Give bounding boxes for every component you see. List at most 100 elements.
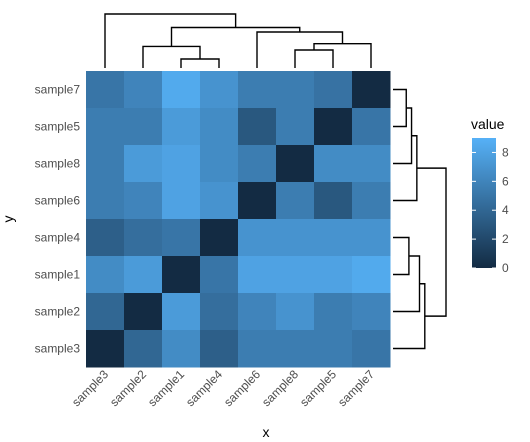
heatmap-cell [276,145,315,183]
heatmap-cell [162,219,201,257]
heatmap-cell [314,219,353,257]
heatmap-cell [200,330,239,368]
heatmap-cell [162,293,201,331]
column-dendrogram-link [294,49,334,68]
heatmap-cell [314,145,353,183]
x-axis-title: x [263,424,270,440]
y-axis-title: y [0,216,16,223]
y-tick-label: sample4 [35,231,81,245]
row-dendrogram-link [393,255,421,313]
heatmap-cell [124,256,163,294]
heatmap-cell [352,108,391,146]
heatmap-cell [200,108,239,146]
heatmap-cell [86,330,125,368]
heatmap-cell [352,145,391,183]
x-tick-label: sample7 [335,367,377,409]
column-dendrogram-link [170,26,301,47]
row-dendrogram-link [393,236,410,276]
row-dendrogram-link [393,135,418,202]
heatmap-cell [314,108,353,146]
y-tick-label: sample6 [35,194,81,208]
legend-title: value [471,116,505,132]
heatmap-cell [162,71,201,109]
heatmap-cell [238,71,277,109]
heatmap-cell [200,182,239,220]
heatmap-cell [238,145,277,183]
heatmap-cell [276,108,315,146]
heatmap-cell [86,182,125,220]
heatmap-cell [276,71,315,109]
row-dendrogram [393,88,447,350]
y-tick-label: sample1 [35,268,81,282]
x-tick-label: sample4 [183,367,225,409]
heatmap-cell [276,293,315,331]
x-tick-label: sample8 [259,367,301,409]
heatmap-cell [162,108,201,146]
heatmap-cell [124,71,163,109]
heatmap-cell [124,182,163,220]
heatmap-cell [238,293,277,331]
heatmap-cells [86,71,391,368]
row-dendrogram-link [393,88,407,128]
heatmap-cell [238,256,277,294]
heatmap-cell [86,71,125,109]
column-dendrogram [104,13,372,68]
legend-tick-label: 4 [502,203,509,217]
heatmap-cell [276,256,315,294]
x-tick-label: sample1 [145,367,187,409]
heatmap-cell [86,256,125,294]
column-dendrogram-link [142,45,201,68]
heatmap-cell [352,293,391,331]
heatmap-cell [200,145,239,183]
legend-tick-label: 6 [502,174,509,188]
heatmap-cell [200,293,239,331]
heatmap-cell [86,293,125,331]
heatmap-cell [276,182,315,220]
heatmap-cell [238,330,277,368]
heatmap-cell [124,108,163,146]
heatmap-cell [124,293,163,331]
heatmap-cell [200,256,239,294]
heatmap-cell [162,330,201,368]
heatmap-cell [86,145,125,183]
y-tick-label: sample7 [35,83,81,97]
y-tick-label: sample5 [35,120,81,134]
row-dendrogram-link [416,167,447,317]
heatmap-cell [238,219,277,257]
y-tick-label: sample2 [35,305,81,319]
heatmap-cell [352,256,391,294]
heatmap-cell [124,145,163,183]
legend-tick-label: 2 [502,232,509,246]
x-tick-label: sample5 [297,367,339,409]
heatmap-cell [276,219,315,257]
heatmap-cell [314,330,353,368]
heatmap-cell [86,108,125,146]
heatmap-cell [276,330,315,368]
heatmap-cell [162,145,201,183]
heatmap-cell [162,256,201,294]
legend-tick-label: 0 [502,261,509,275]
column-dendrogram-link [104,13,237,68]
heatmap-cell [162,182,201,220]
heatmap-cell [238,182,277,220]
heatmap-cell [352,219,391,257]
legend-ticks: 0 2 4 6 8 [472,145,509,275]
legend-colorbar [472,138,496,268]
heatmap-cell [200,219,239,257]
x-tick-labels: sample3sample2sample1sample4sample6sampl… [69,367,377,409]
heatmap-cell [314,293,353,331]
heatmap-cell [352,330,391,368]
x-tick-label: sample3 [69,367,111,409]
legend: value 0 2 4 6 8 [471,116,509,275]
column-dendrogram-link [313,43,372,68]
heatmap-cell [314,182,353,220]
y-tick-label: sample8 [35,157,81,171]
heatmap-cell [352,71,391,109]
heatmap-cell [314,256,353,294]
heatmap-cell [238,108,277,146]
y-tick-labels: sample7 sample5 sample8 sample6 sample4 sampl… [35,83,81,356]
heatmap-cell [124,330,163,368]
heatmap-cell [314,71,353,109]
row-dendrogram-link [393,107,413,165]
